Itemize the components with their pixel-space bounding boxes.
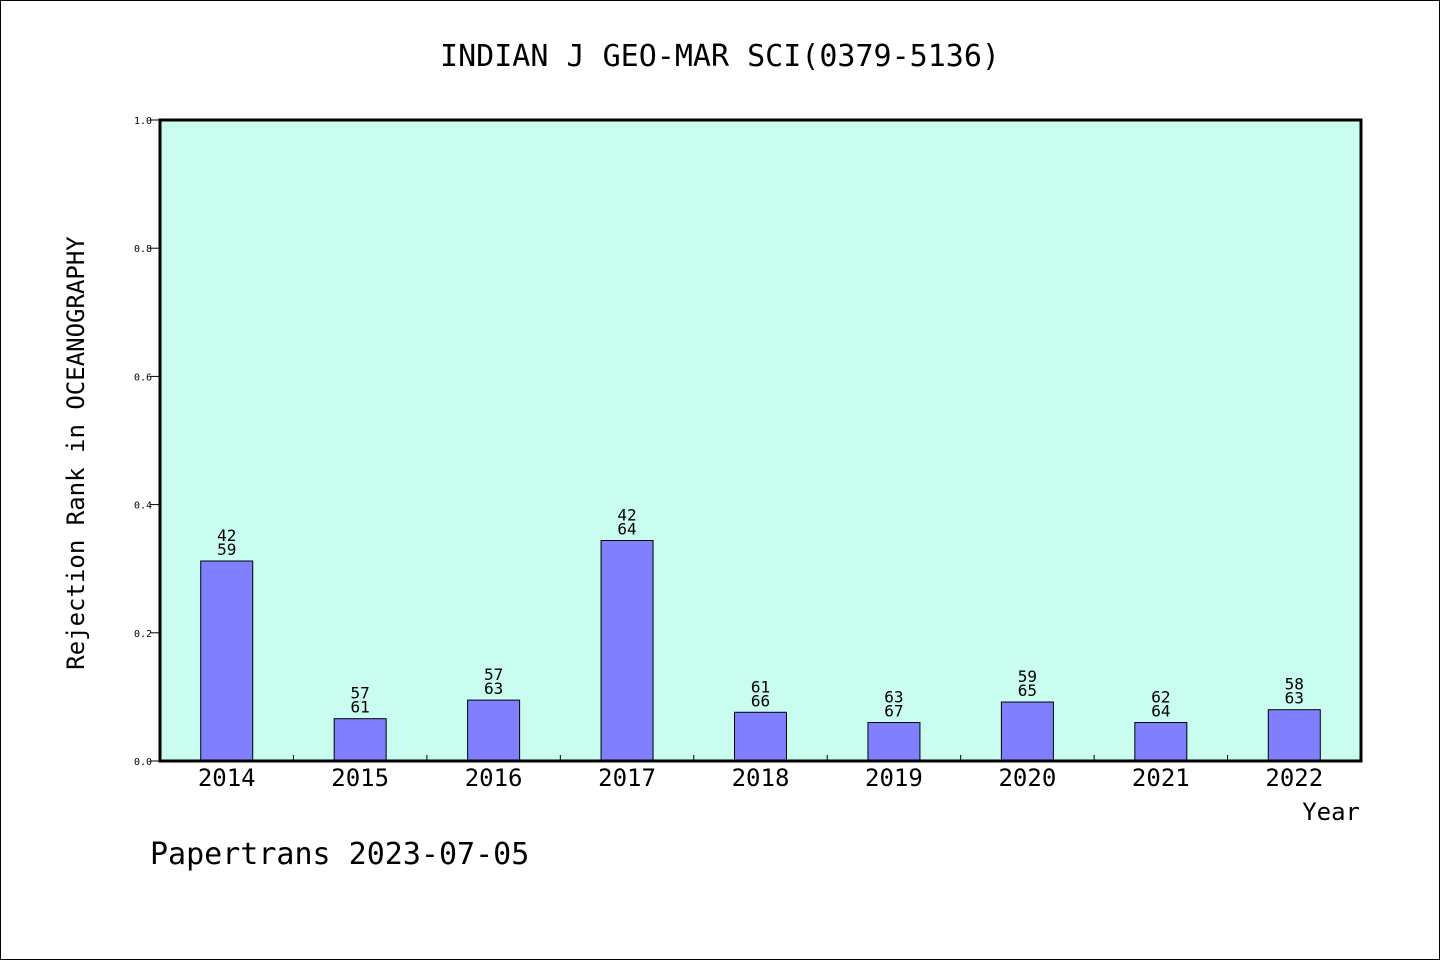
y-tick-label: 0.6 [134,372,152,383]
footer-credit: Papertrans 2023-07-05 [150,837,529,872]
bar-label-bottom: 61 [351,698,370,717]
bar-2019 [867,722,921,762]
x-axis-label: Year [1302,798,1360,826]
bar-2016 [467,699,521,762]
bar-label-top: 57 [351,684,370,703]
bar-label-bottom: 66 [751,691,770,710]
bar-2014 [200,560,254,762]
y-tick-label: 0.4 [134,501,152,512]
bar-2018 [734,711,787,762]
x-tick-label: 2015 [331,764,389,792]
bar-label-top: 62 [1151,688,1170,707]
chart-title: INDIAN J GEO-MAR SCI(0379-5136) [440,39,1000,74]
bar-2020 [1000,701,1054,762]
bar-label-top: 58 [1285,675,1304,694]
plot-area [160,120,1361,761]
x-tick-label: 2016 [465,764,523,792]
x-axis-ticks: 2014 2015 2016 2017 2018 2019 2020 2021 2022 [198,755,1323,792]
bar-label-bottom: 64 [617,519,636,538]
x-tick-label: 2022 [1265,764,1323,792]
bar-label-top: 42 [217,526,236,545]
bar-2022 [1267,709,1321,762]
bar-label-bottom: 59 [217,540,236,559]
bar-label-top: 63 [884,688,903,707]
y-axis-ticks: 0.0 0.2 0.4 0.6 0.8 1.0 [134,116,160,768]
bar-2021 [1134,722,1188,762]
y-tick-label: 1.0 [134,116,152,127]
bar-label-bottom: 63 [1285,689,1304,708]
x-tick-label: 2019 [865,764,923,792]
bar-label-top: 61 [751,677,770,696]
x-tick-label: 2017 [598,764,656,792]
x-tick-label: 2021 [1132,764,1190,792]
bar-2015 [333,718,387,762]
y-tick-label: 0.0 [134,757,152,768]
y-tick-label: 0.2 [134,629,152,640]
y-axis-label: Rejection Rank in OCEANOGRAPHY [62,236,90,670]
plot-frame [158,118,1363,763]
bar-label-top: 42 [617,505,636,524]
bar-label-top: 59 [1018,667,1037,686]
bar-label-bottom: 65 [1018,681,1037,700]
x-tick-label: 2018 [732,764,790,792]
x-tick-label: 2020 [998,764,1056,792]
y-tick-label: 0.8 [134,244,152,255]
bar-label-top: 57 [484,665,503,684]
x-tick-label: 2014 [198,764,256,792]
bar-label-bottom: 63 [484,679,503,698]
bar-2017 [600,539,654,762]
bar-label-bottom: 67 [884,702,903,721]
bar-label-bottom: 64 [1151,702,1170,721]
